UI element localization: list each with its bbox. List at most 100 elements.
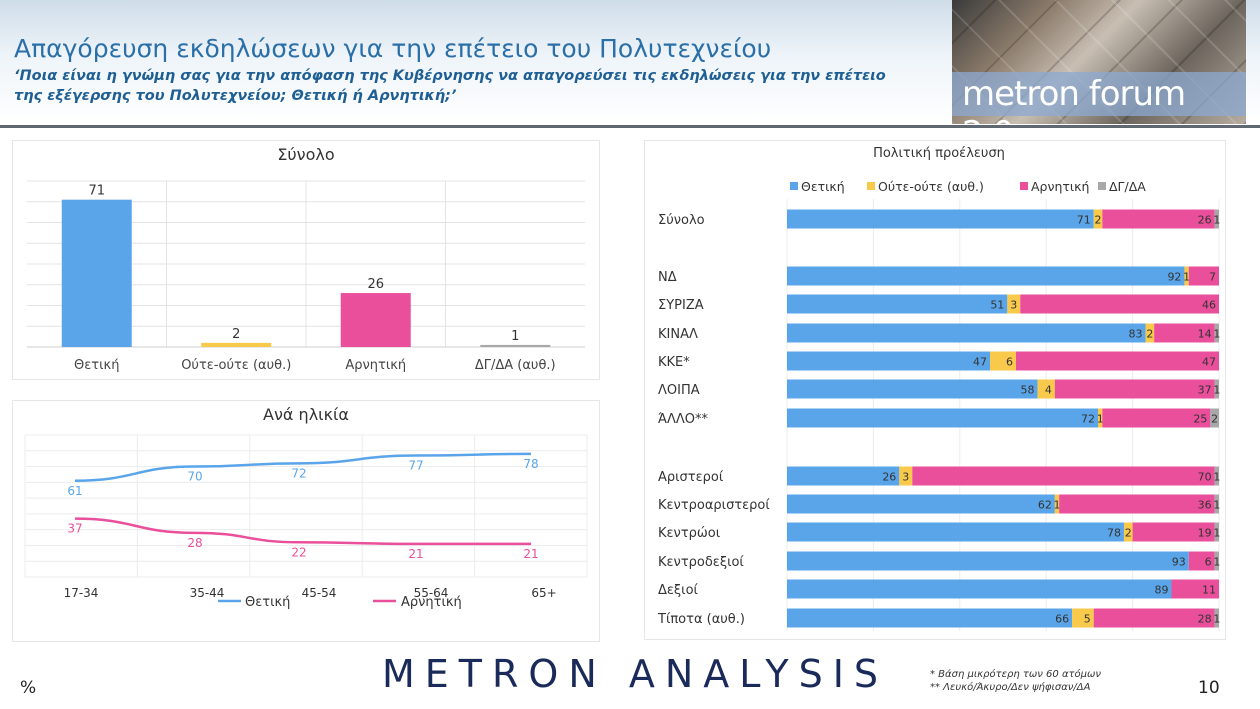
political-bar-value: 19: [1198, 527, 1212, 540]
political-row-label: Κεντρώοι: [658, 526, 720, 541]
political-bar-value: 11: [1202, 584, 1216, 597]
political-row-label: Σύνολο: [658, 213, 705, 228]
political-bar-value: 2: [1125, 527, 1132, 540]
page-subtitle: ‘Ποια είναι η γνώμη σας για την απόφαση …: [14, 68, 886, 104]
political-bar-segment: [787, 551, 1189, 571]
political-bar-value: 26: [882, 471, 896, 484]
total-bar-value: 2: [232, 327, 240, 342]
total-chart-panel: Σύνολο 71 Θετική 2 Ούτε-ούτε (αυθ.) 26 Αρνητικ…: [12, 140, 600, 380]
age-legend-negative-label: Αρνητική: [401, 595, 462, 610]
total-bar: [480, 344, 551, 347]
political-bar-value: 93: [1172, 556, 1186, 569]
political-bar-value: 1: [1213, 214, 1220, 227]
political-bar-segment: [1214, 209, 1219, 229]
political-bar-segment: [1145, 323, 1155, 343]
total-category-label: Ούτε-ούτε (αυθ.): [181, 358, 291, 373]
political-bar-segment: [1123, 522, 1133, 542]
political-bar-value: 71: [1077, 214, 1091, 227]
political-bar-segment: [787, 379, 1038, 399]
political-bar-value: 3: [1010, 299, 1017, 312]
political-legend-swatch: [867, 182, 875, 190]
political-bar-value: 1: [1097, 413, 1104, 426]
total-bar-value: 26: [367, 277, 384, 292]
political-row-label: ΝΔ: [658, 270, 677, 285]
age-category-label: 65+: [531, 586, 556, 600]
age-line-chart: Ανά ηλικία 61 70 72 77 78 37 28 22 21 21 17-34 35-44…: [24, 405, 588, 610]
footnotes: * Βάση μικρότερη των 60 ατόμων ** Λευκό/…: [930, 668, 1101, 694]
total-category-label: ΔΓ/ΔΑ (αυθ.): [475, 358, 556, 373]
political-bar-segment: [787, 608, 1073, 628]
political-bar-value: 1: [1213, 328, 1220, 341]
political-bar-segment: [1093, 608, 1215, 628]
political-legend-label: Θετική: [801, 179, 845, 194]
political-bar-value: 26: [1198, 214, 1212, 227]
political-bar-value: 66: [1055, 613, 1069, 626]
age-chart-title: Ανά ηλικία: [263, 405, 349, 424]
political-bar-segment: [1020, 294, 1219, 314]
political-row-label: ΚΚΕ*: [658, 355, 690, 370]
political-row-label: ΛΟΙΠΑ: [658, 383, 700, 398]
political-bar-segment: [1214, 608, 1219, 628]
political-row-label: Κεντροδεξιοί: [658, 555, 744, 570]
political-bar-segment: [912, 466, 1215, 486]
political-bar-segment: [787, 408, 1099, 428]
header: Απαγόρευση εκδηλώσεων για την επέτειο το…: [0, 0, 1260, 128]
age-point-label: 21: [408, 547, 423, 561]
political-row-label: Τίποτα (αυθ.): [657, 612, 745, 627]
political-bar-segment: [787, 494, 1055, 514]
political-bar-segment: [1214, 522, 1219, 542]
brand-text: metron forum 2.0: [962, 74, 1186, 124]
age-point-label: 72: [291, 466, 306, 480]
total-bar-value: 1: [511, 329, 519, 344]
political-bar-segment: [787, 466, 900, 486]
political-bar-value: 36: [1198, 499, 1212, 512]
political-bar-segment: [787, 266, 1185, 286]
political-bar-segment: [1214, 323, 1219, 343]
political-bar-segment: [1098, 408, 1103, 428]
total-bar-chart: Σύνολο 71 Θετική 2 Ούτε-ούτε (αυθ.) 26 Αρνητικ…: [27, 145, 585, 373]
political-bar-segment: [1102, 209, 1215, 229]
age-category-label: 55-64: [414, 586, 449, 600]
political-bar-value: 58: [1021, 384, 1035, 397]
political-row-label: Δεξιοί: [658, 583, 699, 598]
political-bar-value: 1: [1213, 499, 1220, 512]
political-bar-value: 7: [1209, 271, 1216, 284]
political-bar-value: 72: [1081, 413, 1095, 426]
political-bar-value: 1: [1213, 384, 1220, 397]
political-bar-segment: [1132, 522, 1215, 542]
total-bar: [61, 199, 132, 347]
political-bar-value: 1: [1054, 499, 1061, 512]
political-bar-value: 3: [902, 471, 909, 484]
total-bar-value: 71: [88, 184, 105, 199]
political-bar-segment: [787, 579, 1172, 599]
political-chart-panel: Πολιτική προέλευση Θετική Ούτε-ούτε (αυθ.)…: [644, 140, 1226, 640]
political-row-label: ΆΛΛΟ**: [658, 412, 709, 427]
age-point-label: 21: [523, 547, 538, 561]
unit-label: %: [20, 678, 37, 698]
political-bar-segment: [1188, 266, 1219, 286]
political-bar-value: 70: [1198, 471, 1212, 484]
political-legend-swatch: [1098, 182, 1106, 190]
age-point-label: 70: [187, 470, 202, 484]
political-bar-value: 1: [1213, 613, 1220, 626]
brand-banner: metron forum 2.0: [952, 0, 1246, 124]
total-category-label: Θετική: [74, 358, 119, 373]
political-bar-value: 6: [1205, 556, 1212, 569]
political-bar-segment: [1059, 494, 1215, 514]
brand-band: [952, 72, 1246, 116]
metron-analysis-logo: METRON ANALYSIS: [382, 652, 889, 696]
political-bar-value: 37: [1198, 384, 1212, 397]
age-legend-positive-label: Θετική: [245, 595, 290, 610]
political-bar-segment: [899, 466, 913, 486]
political-bar-value: 1: [1183, 271, 1190, 284]
political-bar-segment: [1015, 351, 1219, 371]
total-category-label: Αρνητική: [345, 358, 406, 373]
age-series-line: [74, 517, 531, 546]
age-point-label: 37: [67, 522, 82, 536]
political-bar-segment: [787, 522, 1124, 542]
political-bar-value: 78: [1107, 527, 1121, 540]
political-bar-segment: [1037, 379, 1055, 399]
political-legend-label: Αρνητική: [1031, 179, 1089, 194]
political-bar-segment: [787, 323, 1146, 343]
political-bar-value: 89: [1154, 584, 1168, 597]
